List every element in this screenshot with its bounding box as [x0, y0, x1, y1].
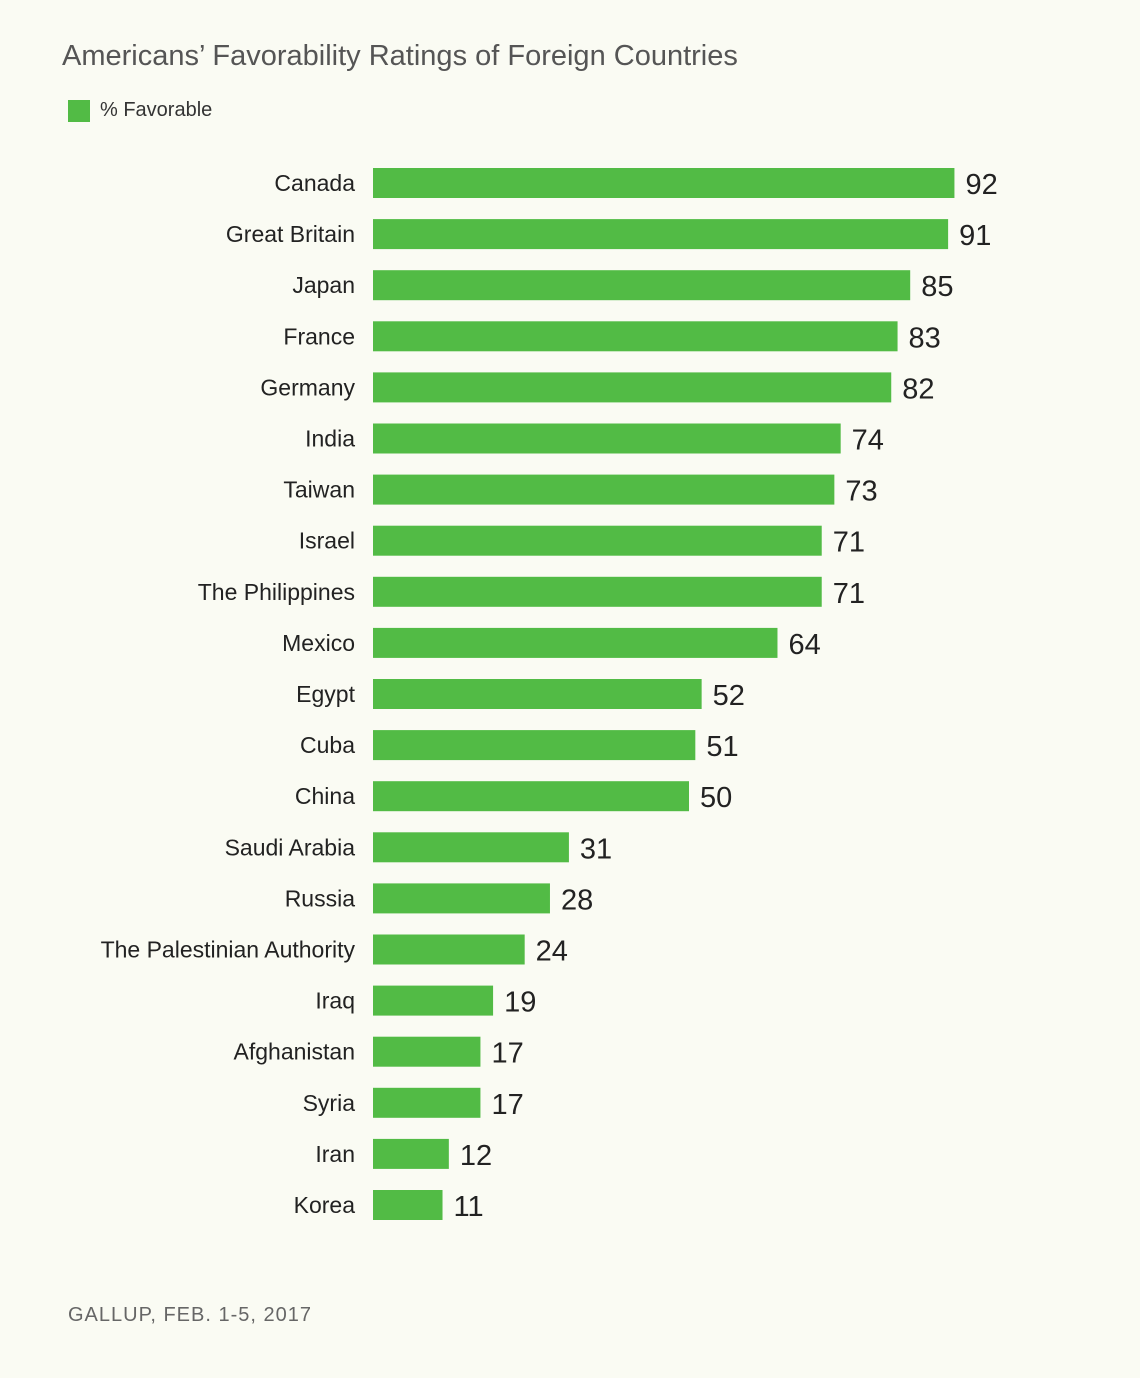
value-label: 83 — [909, 322, 941, 354]
value-label: 31 — [580, 833, 612, 865]
category-label: China — [295, 783, 355, 809]
chart-title: Americans’ Favorability Ratings of Forei… — [62, 40, 738, 72]
category-label: India — [305, 426, 355, 452]
value-label: 82 — [902, 373, 934, 405]
value-label: 24 — [536, 936, 568, 968]
bar — [373, 832, 569, 863]
bar — [373, 474, 835, 505]
legend-label: % Favorable — [100, 99, 213, 121]
bar — [373, 730, 696, 761]
value-label: 91 — [959, 220, 991, 252]
category-label: Russia — [285, 885, 356, 911]
bar — [373, 985, 494, 1016]
category-label: Saudi Arabia — [225, 834, 356, 860]
value-label: 64 — [788, 629, 820, 661]
legend: % Favorable — [68, 99, 212, 122]
bar — [373, 1036, 481, 1067]
category-label: Iraq — [315, 988, 355, 1014]
category-label: France — [283, 323, 355, 349]
bar — [373, 934, 525, 965]
bar — [373, 1138, 449, 1169]
legend-swatch — [68, 99, 90, 122]
category-label: Egypt — [296, 681, 355, 707]
value-label: 85 — [921, 271, 953, 303]
value-label: 12 — [460, 1140, 492, 1172]
value-label: 71 — [833, 527, 865, 559]
bar — [373, 627, 778, 658]
source-note: GALLUP, FEB. 1-5, 2017 — [68, 1304, 312, 1326]
bar — [373, 1190, 443, 1220]
category-label: Germany — [260, 374, 355, 400]
bar — [373, 372, 892, 403]
category-label: Mexico — [282, 630, 355, 656]
category-label: Korea — [294, 1192, 356, 1218]
bar — [373, 270, 911, 301]
bar — [373, 321, 898, 352]
category-label: Taiwan — [283, 477, 355, 503]
bar — [373, 219, 949, 250]
value-label: 17 — [491, 1089, 523, 1121]
bar — [373, 781, 689, 812]
category-label: Japan — [292, 272, 355, 298]
category-label: Iran — [315, 1141, 355, 1167]
value-label: 52 — [713, 680, 745, 712]
value-label: 19 — [504, 987, 536, 1019]
bar — [373, 525, 822, 556]
value-label: 28 — [561, 884, 593, 916]
category-label: Israel — [299, 528, 355, 554]
value-label: 74 — [852, 425, 884, 457]
category-label: The Philippines — [198, 579, 355, 605]
bar — [373, 883, 550, 914]
value-label: 73 — [845, 476, 877, 508]
value-label: 92 — [965, 169, 997, 201]
category-label: Canada — [274, 170, 355, 196]
bar — [373, 1087, 481, 1118]
value-label: 71 — [833, 578, 865, 610]
bar — [373, 423, 841, 454]
value-label: 11 — [454, 1191, 484, 1223]
category-label: Syria — [303, 1090, 356, 1116]
value-label: 17 — [491, 1038, 523, 1070]
bar — [373, 679, 702, 709]
value-label: 51 — [706, 731, 738, 763]
category-label: Afghanistan — [234, 1039, 355, 1065]
value-label: 50 — [700, 782, 732, 814]
category-label: The Palestinian Authority — [101, 937, 356, 963]
bar — [373, 168, 955, 198]
bar — [373, 576, 822, 607]
category-label: Great Britain — [226, 221, 355, 247]
category-label: Cuba — [300, 732, 355, 758]
